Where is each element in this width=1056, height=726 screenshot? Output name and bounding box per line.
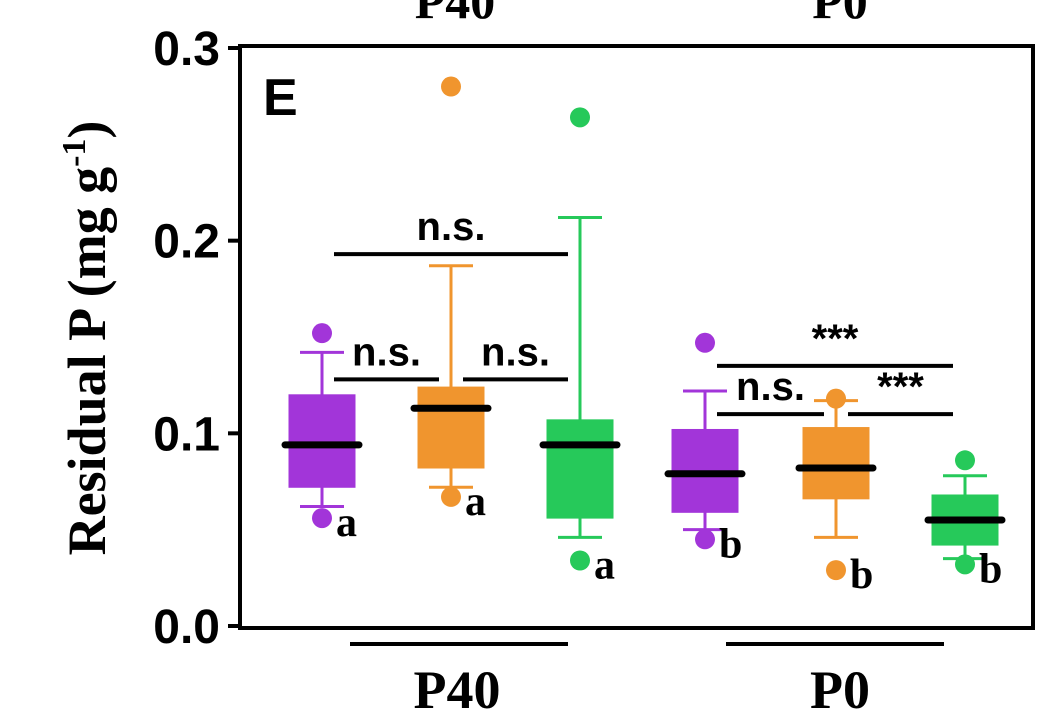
top-group-label-p40: P40 [415,0,496,29]
y-tick-label: 0.1 [153,408,220,461]
outlier-point [826,388,846,409]
outlier-point [312,323,332,344]
comparison-label: n.s. [736,365,805,409]
y-axis-title-main: Residual P (mg g [57,167,117,556]
box-body [288,394,356,488]
significance-letter: a [594,542,615,588]
outlier-point [570,550,590,571]
outlier-point [570,107,590,128]
comparison-label: *** [812,317,859,361]
y-axis-ticks: 0.0 0.1 0.2 0.3 [153,23,240,654]
y-tick-label: 0.2 [153,216,220,269]
outlier-point [955,450,975,471]
outlier-point [312,508,332,529]
outlier-point [695,529,715,550]
box-body [802,427,870,500]
y-axis-title-close: ) [57,121,117,139]
y-axis-title-superscript: -1 [56,139,93,167]
outlier-point [441,486,461,507]
outlier-point [826,560,846,581]
panel-label: E [263,69,298,127]
plot-frame [238,44,1035,630]
comparison-label: n.s. [352,330,421,374]
significance-letter: b [719,521,742,567]
comparison-label: n.s. [417,205,486,249]
significance-letter: b [850,552,873,598]
outlier-point [441,76,461,97]
box-body [417,386,485,469]
top-group-label-p0: P0 [812,0,868,29]
outlier-point [695,332,715,353]
plot-marks: a aa bb bn.s.n.s. n.s. ***n.s. *** [281,76,1006,598]
significance-letter: b [979,546,1002,592]
outlier-point [955,554,975,575]
y-tick-label: 0.3 [153,23,220,76]
comparison-label: *** [877,365,924,409]
significance-letter: a [336,500,357,546]
group-label-p0: P0 [810,660,870,720]
comparison-label: n.s. [481,330,550,374]
box-body [546,419,614,519]
significance-letter: a [465,479,486,525]
group-label-p40: P40 [414,660,501,720]
y-axis-title: Residual P (mg g-1) [56,121,117,556]
y-tick-label: 0.0 [153,601,220,654]
